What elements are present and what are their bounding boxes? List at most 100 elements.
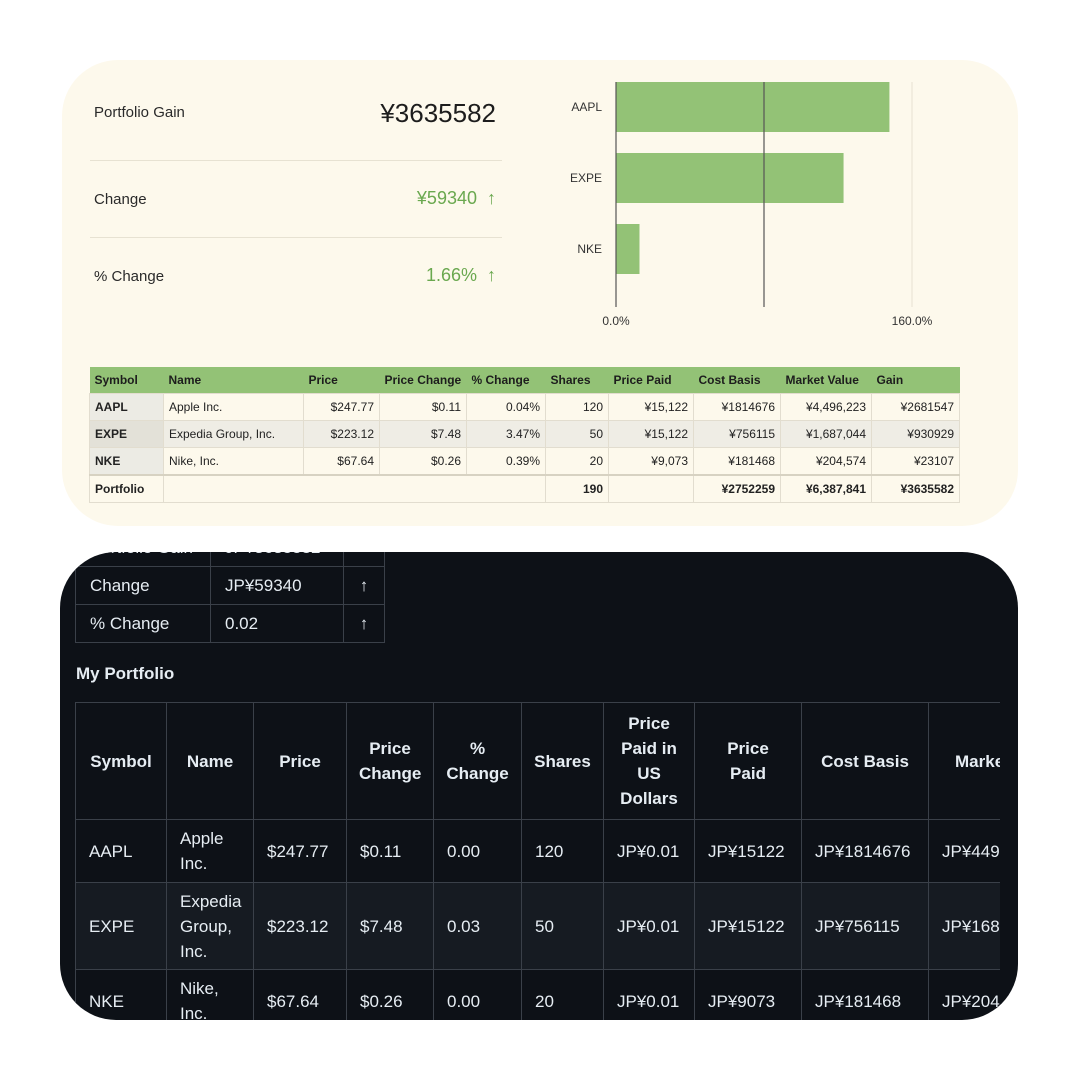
cell-price-paid: JP¥15122 bbox=[694, 819, 802, 883]
chart-category-label: NKE bbox=[577, 242, 602, 256]
col-market-value: Market Value bbox=[928, 702, 1000, 820]
cell-market-value: JP¥1687044 bbox=[928, 882, 1000, 970]
up-arrow-icon: ↑ bbox=[487, 265, 496, 285]
table-row: NKE Nike, Inc. $67.64 $0.26 0.39% 20 ¥9,… bbox=[89, 447, 960, 476]
total-spacer bbox=[163, 474, 546, 503]
chart-category-label: EXPE bbox=[570, 171, 602, 185]
dark-holdings-table: Symbol Name Price Price Change % Change … bbox=[75, 702, 1000, 1020]
cell-name: Nike, Inc. bbox=[163, 447, 304, 476]
up-arrow-icon: ↑ bbox=[487, 188, 496, 208]
cell-gain: ¥2681547 bbox=[871, 393, 960, 421]
portfolio-gain-row: Portfolio Gain ¥3635582 bbox=[90, 60, 502, 161]
cell-price-paid: ¥15,122 bbox=[608, 420, 694, 448]
cell-shares: 50 bbox=[521, 882, 604, 970]
my-portfolio-heading: My Portfolio bbox=[76, 664, 175, 683]
gain-bar-chart: AAPL EXPE NKE 0.0% 160.0% bbox=[570, 82, 933, 328]
total-gain: ¥3635582 bbox=[871, 474, 960, 503]
pct-change-value: 1.66% bbox=[425, 265, 477, 285]
col-pct-change: % Change bbox=[433, 702, 522, 820]
cell-cost-basis: ¥1814676 bbox=[693, 393, 781, 421]
col-cost-basis: Cost Basis bbox=[801, 702, 929, 820]
cell-symbol: AAPL bbox=[75, 819, 167, 883]
cell-pct-change: 0.03 bbox=[433, 882, 522, 970]
col-price: Price bbox=[303, 367, 380, 394]
cell-price-change: $0.11 bbox=[379, 393, 467, 421]
cell-price: $223.12 bbox=[253, 882, 347, 970]
col-price-paid-usd: Price Paid in US Dollars bbox=[603, 702, 695, 820]
cell-price: $223.12 bbox=[303, 420, 380, 448]
cell-pct-change: 0.00 bbox=[433, 819, 522, 883]
cell-shares: 20 bbox=[545, 447, 609, 476]
change-value: ¥59340 bbox=[416, 188, 477, 208]
cell-symbol: AAPL bbox=[89, 393, 164, 421]
portfolio-gain-label: Portfolio Gain bbox=[94, 104, 185, 121]
cell-cost-basis: ¥181468 bbox=[693, 447, 781, 476]
cell-cost-basis: JP¥1814676 bbox=[801, 819, 929, 883]
cell-name: Apple Inc. bbox=[163, 393, 304, 421]
light-portfolio-card: Portfolio Gain ¥3635582 Change ¥59340 ↑ %… bbox=[62, 60, 1018, 526]
col-price-paid: Price Paid bbox=[608, 367, 694, 394]
dark-table-scroll[interactable]: Symbol Name Price Price Change % Change … bbox=[75, 702, 1000, 1020]
cell-gain: ¥23107 bbox=[871, 447, 960, 476]
metric-value: JP¥59340 bbox=[210, 566, 344, 605]
metric-label: % Change bbox=[75, 604, 211, 643]
cell-price-change: $0.26 bbox=[379, 447, 467, 476]
cell-symbol: EXPE bbox=[89, 420, 164, 448]
cell-price: $67.64 bbox=[303, 447, 380, 476]
table-row: AAPL Apple Inc. $247.77 $0.11 0.04% 120 … bbox=[89, 393, 960, 421]
up-arrow-icon: ↑ bbox=[343, 604, 385, 643]
cell-name: Nike, Inc. bbox=[166, 969, 254, 1020]
col-shares: Shares bbox=[521, 702, 604, 820]
cell-cost-basis: JP¥756115 bbox=[801, 882, 929, 970]
cell-price-paid: JP¥15122 bbox=[694, 882, 802, 970]
pct-change-value-wrap: 1.66% ↑ bbox=[426, 265, 496, 286]
total-market-value: ¥6,387,841 bbox=[780, 474, 872, 503]
metric-value: 0.02 bbox=[210, 604, 344, 643]
cell-name: Expedia Group, Inc. bbox=[166, 882, 254, 970]
cell-cost-basis: ¥756115 bbox=[693, 420, 781, 448]
cell-price-change: $7.48 bbox=[379, 420, 467, 448]
cell-shares: 120 bbox=[521, 819, 604, 883]
cell-price-paid-usd: JP¥0.01 bbox=[603, 882, 695, 970]
dark-portfolio-card: Portfolio Gain JP¥3635582 Change JP¥5934… bbox=[60, 552, 1018, 1020]
cell-pct-change: 0.04% bbox=[466, 393, 546, 421]
cell-price: $247.77 bbox=[303, 393, 380, 421]
cell-name: Apple Inc. bbox=[166, 819, 254, 883]
col-price-paid: Price Paid bbox=[694, 702, 802, 820]
cell-shares: 20 bbox=[521, 969, 604, 1020]
dark-table-header: Symbol Name Price Price Change % Change … bbox=[75, 702, 1000, 820]
chart-tick-label: 0.0% bbox=[602, 314, 630, 328]
col-gain: Gain bbox=[871, 367, 960, 394]
dark-summary-table: Portfolio Gain JP¥3635582 Change JP¥5934… bbox=[75, 552, 385, 643]
cell-price-paid: ¥9,073 bbox=[608, 447, 694, 476]
col-name: Name bbox=[166, 702, 254, 820]
cell-price: $67.64 bbox=[253, 969, 347, 1020]
cell-price-paid-usd: JP¥0.01 bbox=[603, 969, 695, 1020]
cell-market-value: ¥1,687,044 bbox=[780, 420, 872, 448]
table-row: NKE Nike, Inc. $67.64 $0.26 0.00 20 JP¥0… bbox=[75, 969, 1000, 1020]
light-holdings-table: Symbol Name Price Price Change % Change … bbox=[89, 367, 960, 503]
table-row: EXPE Expedia Group, Inc. $223.12 $7.48 3… bbox=[89, 420, 960, 448]
cell-shares: 120 bbox=[545, 393, 609, 421]
cell-pct-change: 0.39% bbox=[466, 447, 546, 476]
col-name: Name bbox=[163, 367, 304, 394]
chart-category-label: AAPL bbox=[571, 100, 602, 114]
portfolio-total-row: Portfolio 190 ¥2752259 ¥6,387,841 ¥36355… bbox=[89, 474, 960, 503]
cell-market-value: JP¥204574 bbox=[928, 969, 1000, 1020]
metric-arrow bbox=[343, 552, 385, 567]
col-price-change: Price Change bbox=[379, 367, 467, 394]
cell-price-change: $7.48 bbox=[346, 882, 434, 970]
cell-name: Expedia Group, Inc. bbox=[163, 420, 304, 448]
cell-price-change: $0.26 bbox=[346, 969, 434, 1020]
total-cost-basis: ¥2752259 bbox=[693, 474, 781, 503]
cell-price-change: $0.11 bbox=[346, 819, 434, 883]
dark-metric-row: % Change 0.02 ↑ bbox=[75, 604, 385, 643]
chart-bar bbox=[616, 82, 890, 132]
col-symbol: Symbol bbox=[75, 702, 167, 820]
cell-gain: ¥930929 bbox=[871, 420, 960, 448]
cell-shares: 50 bbox=[545, 420, 609, 448]
cell-cost-basis: JP¥181468 bbox=[801, 969, 929, 1020]
cell-pct-change: 3.47% bbox=[466, 420, 546, 448]
cell-market-value: ¥4,496,223 bbox=[780, 393, 872, 421]
change-label: Change bbox=[94, 191, 147, 208]
